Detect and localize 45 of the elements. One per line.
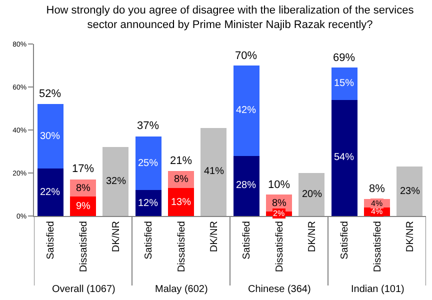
data-label: 4%	[371, 199, 383, 208]
data-label: 20%	[302, 189, 322, 200]
total-label: 10%	[268, 179, 290, 191]
x-tick-label: Dissatisfied	[78, 221, 90, 272]
data-label: 12%	[138, 198, 158, 209]
text: Malay (602)	[155, 284, 208, 295]
x-tick-label: Satisfied	[46, 221, 57, 260]
data-label: 32%	[106, 176, 126, 187]
data-label: 42%	[236, 105, 256, 116]
total-label: 21%	[170, 155, 192, 167]
x-tick-label: DK/NR	[404, 221, 416, 252]
x-tick-label: DK/NR	[306, 221, 318, 252]
data-label: 15%	[334, 78, 354, 89]
data-label: 28%	[236, 180, 256, 191]
data-label: 54%	[334, 152, 354, 163]
data-label: 13%	[171, 197, 192, 208]
x-tick-label: Dissatisfied	[176, 221, 188, 272]
text: Indian (101)	[351, 284, 404, 295]
data-label: 41%	[204, 166, 224, 177]
data-label: 22%	[40, 187, 60, 198]
x-tick-label: Dissatisfied	[372, 221, 384, 272]
x-tick-label: Satisfied	[340, 221, 351, 260]
data-label: 23%	[400, 186, 420, 197]
total-label: 70%	[235, 50, 258, 62]
text: Overall (1067)	[52, 284, 116, 295]
data-label: 25%	[138, 158, 158, 169]
total-label: 17%	[72, 163, 94, 175]
text: Chinese (364)	[248, 284, 311, 295]
data-label: 4%	[371, 207, 383, 216]
total-label: 69%	[333, 52, 356, 64]
data-label: 8%	[174, 174, 189, 185]
data-label: 8%	[76, 183, 91, 194]
total-label: 8%	[369, 183, 386, 195]
total-label: 37%	[137, 120, 160, 132]
chart-title: How strongly do you agree of disagree with the liberalization of the services sector announced by Prime Minister Najib Razak recently?	[46, 4, 414, 31]
data-label: 2%	[273, 209, 285, 218]
data-label: 8%	[272, 198, 287, 209]
x-tick-label: Satisfied	[242, 221, 253, 260]
data-label: 9%	[76, 201, 91, 212]
total-label: 52%	[39, 88, 62, 100]
data-label: 30%	[40, 131, 60, 142]
x-tick-label: DK/NR	[110, 221, 122, 252]
x-tick-label: DK/NR	[208, 221, 220, 252]
x-tick-label: Dissatisfied	[274, 221, 286, 272]
x-tick-label: Satisfied	[144, 221, 155, 260]
